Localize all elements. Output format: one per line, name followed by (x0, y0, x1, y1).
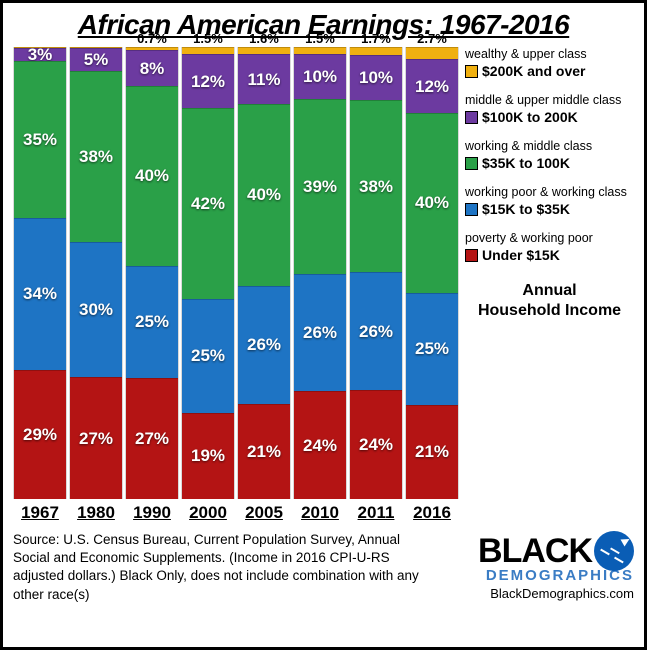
x-tick: 2016 (405, 503, 459, 523)
legend-swatch (465, 157, 478, 170)
segment-100to200k: 11% (238, 54, 290, 104)
legend-label: $35K to 100K (482, 155, 570, 171)
legend-label: $200K and over (482, 63, 586, 79)
segment-15to35k: 25% (126, 266, 178, 378)
segment-under15k: 24% (294, 391, 346, 499)
segment-under15k: 29% (14, 370, 66, 499)
legend-swatch (465, 65, 478, 78)
bar-2010: 1.5%24%26%39%10% (293, 47, 347, 499)
bar-2011: 1.7%24%26%38%10% (349, 47, 403, 499)
legend-desc: poverty & working poor (465, 231, 634, 245)
bar-2016: 2.7%21%25%40%12% (405, 47, 459, 499)
brand-chart-icon (594, 531, 634, 571)
segment-under15k: 21% (406, 405, 458, 499)
source-text: Source: U.S. Census Bureau, Current Popu… (13, 531, 426, 604)
legend-desc: working poor & working class (465, 185, 634, 199)
x-tick: 2011 (349, 503, 403, 523)
legend-desc: working & middle class (465, 139, 634, 153)
segment-15to35k: 26% (294, 274, 346, 391)
segment-15to35k: 25% (406, 293, 458, 405)
top-label: 2.7% (405, 31, 459, 46)
legend-swatch (465, 111, 478, 124)
segment-35to100k: 38% (70, 71, 122, 242)
bar-1990: 0.7%27%25%40%8% (125, 47, 179, 499)
top-label: 0.7% (125, 31, 179, 46)
bar-1967: 29%34%35%3% (13, 47, 67, 499)
legend-desc: middle & upper middle class (465, 93, 634, 107)
segment-100to200k: 12% (406, 59, 458, 113)
legend-label: Under $15K (482, 247, 560, 263)
x-tick: 1990 (125, 503, 179, 523)
segment-15to35k: 25% (182, 299, 234, 413)
x-tick: 1980 (69, 503, 123, 523)
x-axis: 19671980199020002005201020112016 (13, 503, 634, 523)
axis-title: Annual Household Income (465, 281, 634, 321)
top-label: 1.5% (181, 31, 235, 46)
legend-label: $15K to $35K (482, 201, 570, 217)
legend-item-over200k: wealthy & upper class $200K and over (465, 47, 634, 79)
brand-word1: BLACK (478, 536, 592, 567)
legend-item-35to100k: working & middle class $35K to 100K (465, 139, 634, 171)
top-label: 1.6% (237, 31, 291, 46)
segment-over200k (238, 47, 290, 54)
segment-35to100k: 42% (182, 108, 234, 299)
segment-under15k: 27% (70, 377, 122, 499)
legend-desc: wealthy & upper class (465, 47, 634, 61)
segment-15to35k: 30% (70, 242, 122, 377)
segment-over200k (182, 47, 234, 54)
legend: wealthy & upper class $200K and over middl… (459, 47, 634, 499)
x-tick: 2005 (237, 503, 291, 523)
segment-under15k: 27% (126, 378, 178, 499)
legend-label: $100K to 200K (482, 109, 578, 125)
stacked-bars: 29%34%35%3%27%30%38%5%0.7%27%25%40%8%1.5… (13, 47, 459, 499)
segment-100to200k: 8% (126, 50, 178, 86)
segment-under15k: 19% (182, 413, 234, 499)
x-tick: 1967 (13, 503, 67, 523)
bar-2000: 1.5%19%25%42%12% (181, 47, 235, 499)
segment-35to100k: 40% (238, 104, 290, 286)
brand-url: BlackDemographics.com (434, 586, 634, 601)
brand-word2: DEMOGRAPHICS (434, 567, 634, 584)
segment-under15k: 24% (350, 390, 402, 499)
segment-35to100k: 35% (14, 61, 66, 217)
legend-swatch (465, 249, 478, 262)
segment-15to35k: 26% (350, 272, 402, 390)
legend-item-100to200k: middle & upper middle class $100K to 200K (465, 93, 634, 125)
segment-100to200k: 12% (182, 54, 234, 109)
segment-100to200k: 10% (350, 55, 402, 100)
x-tick: 2000 (181, 503, 235, 523)
segment-over200k (350, 47, 402, 55)
segment-over200k (406, 47, 458, 59)
x-tick: 2010 (293, 503, 347, 523)
chart-area: 29%34%35%3%27%30%38%5%0.7%27%25%40%8%1.5… (13, 47, 634, 499)
legend-item-15to35k: working poor & working class $15K to $35K (465, 185, 634, 217)
segment-35to100k: 40% (406, 113, 458, 293)
segment-15to35k: 26% (238, 286, 290, 404)
legend-swatch (465, 203, 478, 216)
top-label: 1.7% (349, 31, 403, 46)
segment-under15k: 21% (238, 404, 290, 499)
segment-over200k (294, 47, 346, 54)
segment-100to200k: 3% (14, 48, 66, 61)
segment-35to100k: 39% (294, 99, 346, 274)
segment-100to200k: 5% (70, 48, 122, 71)
segment-15to35k: 34% (14, 218, 66, 370)
legend-item-under15k: poverty & working poor Under $15K (465, 231, 634, 263)
bar-1980: 27%30%38%5% (69, 47, 123, 499)
footer: Source: U.S. Census Bureau, Current Popu… (13, 531, 634, 604)
bar-2005: 1.6%21%26%40%11% (237, 47, 291, 499)
x-axis-labels: 19671980199020002005201020112016 (13, 503, 459, 523)
top-label: 1.5% (293, 31, 347, 46)
segment-100to200k: 10% (294, 54, 346, 99)
segment-35to100k: 40% (126, 86, 178, 266)
segment-35to100k: 38% (350, 100, 402, 272)
brand-logo: BLACK DEMOGRAPHICS BlackDemographics.com (434, 531, 634, 601)
